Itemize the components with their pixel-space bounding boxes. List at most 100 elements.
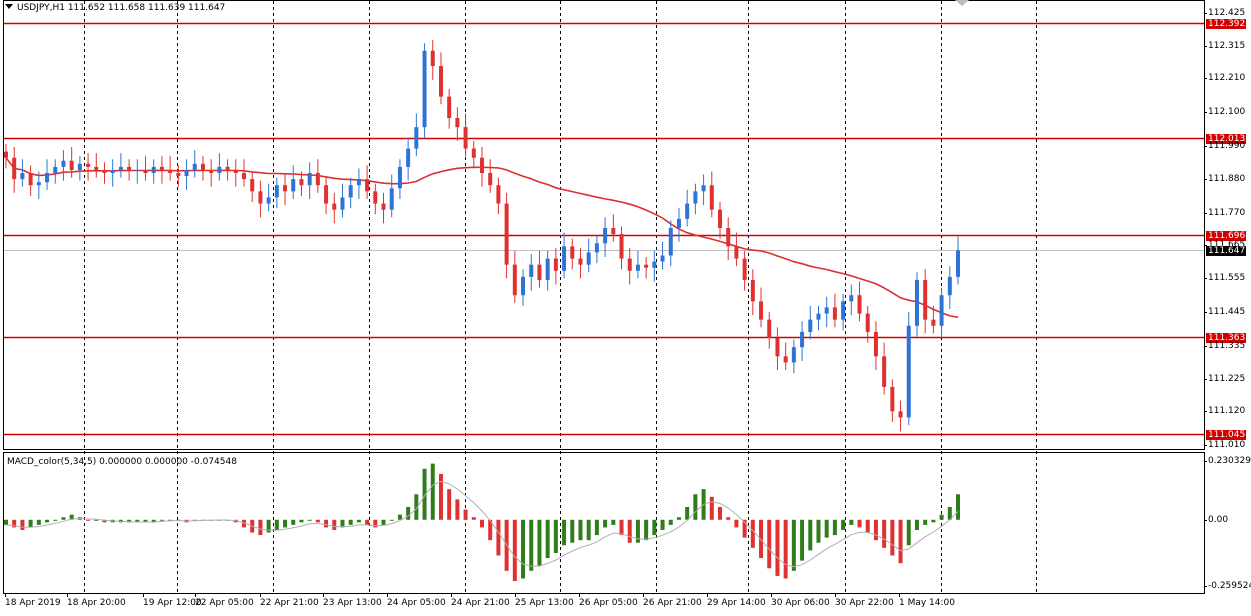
candle-body — [291, 179, 296, 192]
macd-bar — [4, 519, 8, 525]
macd-bar — [923, 519, 928, 525]
macd-bar — [660, 519, 665, 530]
candle-body — [200, 163, 205, 170]
candle-body — [701, 185, 706, 192]
candle-body — [660, 255, 665, 262]
price-tick-label: 111.555 — [1208, 273, 1246, 283]
macd-bar — [841, 519, 846, 530]
candle-body — [365, 179, 370, 192]
candle-body — [611, 228, 616, 235]
macd-bar — [553, 519, 558, 553]
candle-body — [20, 173, 25, 180]
macd-bar — [365, 519, 370, 525]
macd-bar — [882, 519, 887, 548]
macd-bar — [521, 519, 526, 579]
time-label: 18 Apr 20:00 — [67, 598, 126, 608]
macd-bar — [865, 519, 870, 533]
macd-bar — [750, 519, 755, 548]
macd-bar — [816, 519, 821, 543]
price-tick-label: 112.210 — [1208, 73, 1246, 83]
macd-bar — [20, 519, 25, 530]
candle-body — [159, 166, 164, 170]
candle-body — [923, 279, 928, 320]
macd-bar — [69, 514, 74, 520]
macd-bar — [127, 519, 132, 523]
macd-tick-label: 0.00 — [1208, 515, 1229, 525]
price-tick-label: 112.100 — [1208, 107, 1246, 117]
candle-body — [266, 197, 271, 204]
time-label: 1 May 14:00 — [899, 598, 955, 608]
macd-bar — [742, 519, 747, 538]
macd-bar — [619, 519, 624, 536]
candle-body — [414, 127, 419, 149]
candle-body — [504, 203, 509, 265]
macd-bar — [586, 519, 591, 541]
candle-body — [324, 185, 329, 204]
macd-bar — [406, 507, 411, 520]
candle-body — [463, 127, 468, 149]
candle-body — [947, 276, 952, 296]
candle-body — [94, 166, 99, 170]
macd-bar — [356, 519, 361, 523]
macd-bar — [644, 519, 649, 541]
candle-body — [110, 169, 115, 173]
macd-bar — [455, 499, 460, 520]
macd-bar — [159, 519, 164, 521]
macd-bar — [291, 519, 296, 525]
time-label: 26 Apr 21:00 — [643, 598, 702, 608]
macd-bar — [86, 519, 91, 521]
macd-bar — [668, 519, 673, 525]
macd-bar — [463, 509, 468, 520]
time-label: 25 Apr 13:00 — [515, 598, 574, 608]
time-label: 23 Apr 13:00 — [323, 598, 382, 608]
candle-body — [496, 185, 501, 204]
level-price-tag: 112.392 — [1206, 18, 1246, 29]
level-price-tag: 111.696 — [1206, 230, 1246, 241]
candle-body — [45, 173, 50, 183]
candle-body — [397, 166, 402, 189]
candle-body — [726, 228, 731, 247]
macd-bar — [53, 519, 58, 521]
macd-bar — [274, 519, 279, 530]
candle-body — [627, 258, 632, 271]
candle-body — [865, 313, 870, 332]
candle-body — [652, 261, 657, 268]
price-pane-frame — [3, 0, 1205, 450]
macd-bar — [242, 519, 246, 528]
macd-pane-frame — [3, 452, 1205, 594]
candle-body — [931, 319, 936, 326]
macd-bar — [578, 519, 583, 541]
chart-header[interactable]: USDJPY,H1 111.652 111.658 111.639 111.64… — [5, 3, 225, 13]
candle-body — [307, 173, 312, 186]
candle-body — [283, 185, 288, 192]
macd-bar — [471, 517, 476, 520]
candle-body — [824, 307, 829, 314]
candle-body — [873, 331, 878, 357]
candle-body — [635, 264, 640, 271]
macd-bar — [726, 517, 731, 520]
macd-bar — [266, 519, 271, 533]
corner-marker-icon[interactable] — [955, 0, 969, 6]
dropdown-triangle-icon[interactable] — [5, 4, 13, 9]
candle-body — [455, 118, 460, 128]
time-label: 19 Apr 12:00 — [143, 598, 202, 608]
candle-body — [898, 411, 903, 418]
macd-bar — [28, 519, 33, 528]
candle-body — [127, 166, 132, 170]
macd-bar — [488, 519, 493, 541]
candle-body — [718, 209, 722, 228]
candle-body — [537, 264, 542, 280]
candle-body — [750, 279, 755, 302]
candle-body — [4, 151, 8, 158]
price-tick-label: 111.445 — [1208, 307, 1246, 317]
candle-body — [192, 163, 197, 170]
candle-body — [594, 243, 599, 253]
macd-bar — [956, 494, 960, 520]
macd-bar — [430, 463, 435, 520]
macd-bar — [906, 519, 911, 546]
price-tick-label: 111.225 — [1208, 374, 1246, 384]
price-tick-label: 112.315 — [1208, 41, 1246, 51]
candle-body — [381, 203, 386, 210]
price-tick-label: 111.335 — [1208, 341, 1246, 351]
